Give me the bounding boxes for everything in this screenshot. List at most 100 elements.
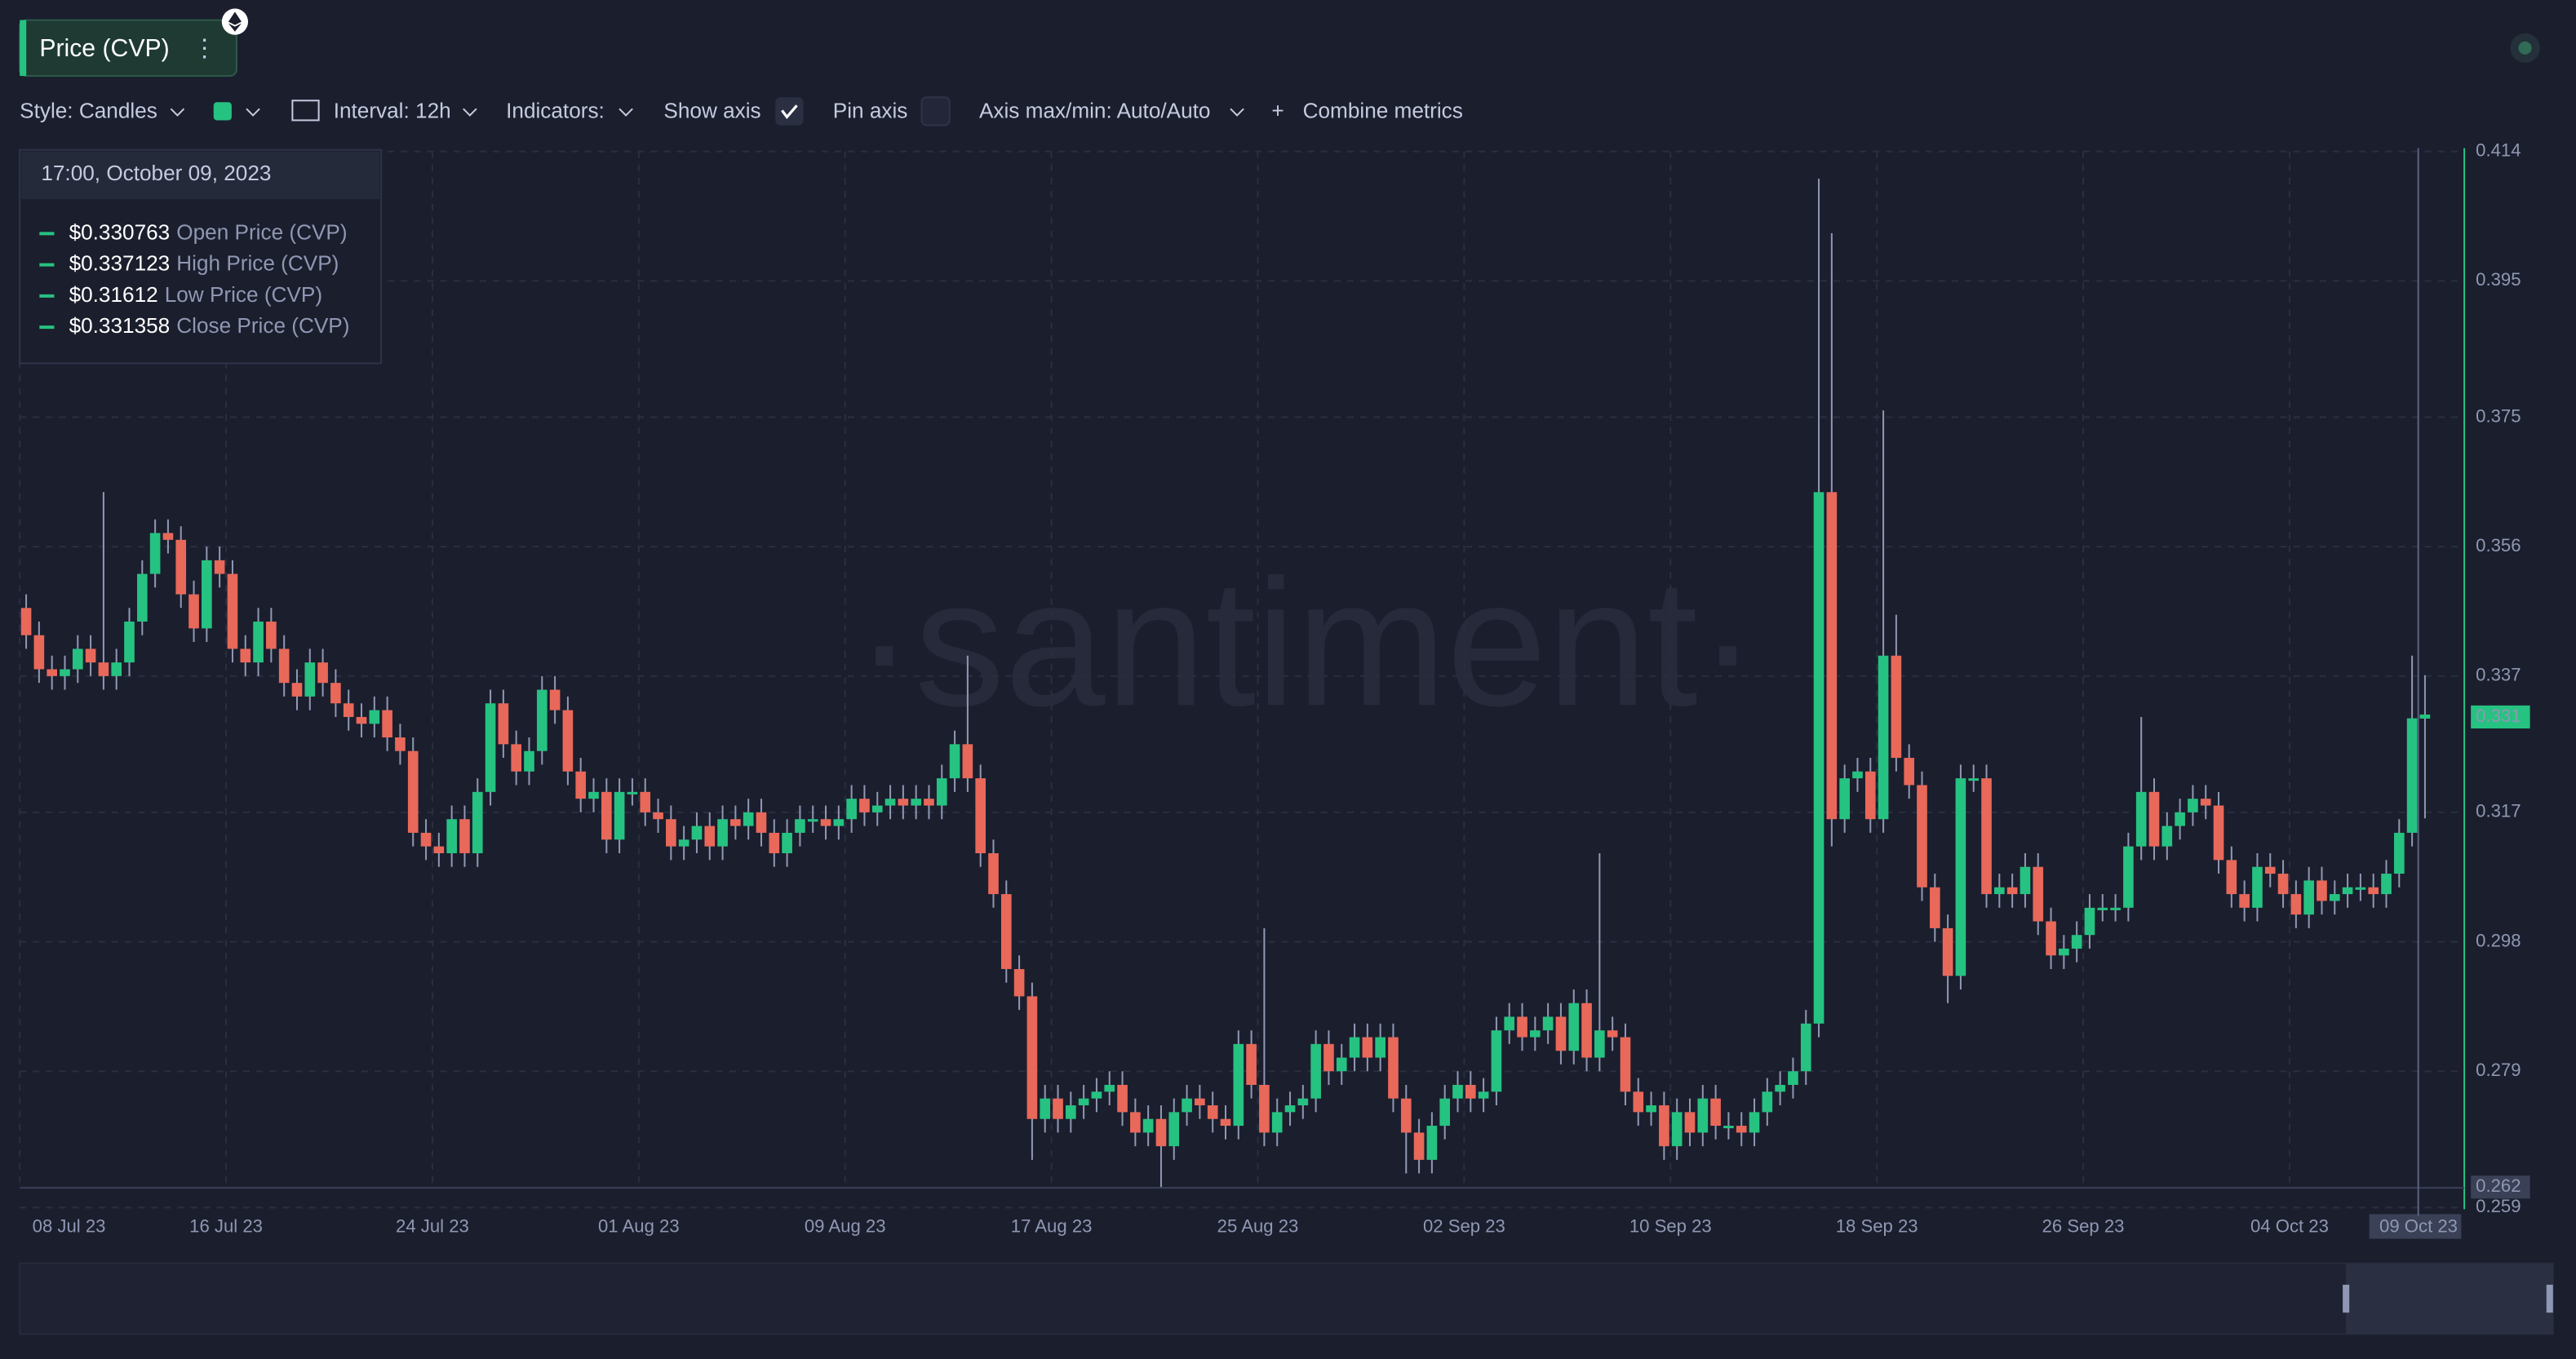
candle-body — [1736, 1126, 1747, 1133]
candle-body — [2020, 866, 2031, 895]
navigator-window[interactable] — [2346, 1263, 2553, 1335]
x-tick-label: 17 Aug 23 — [1011, 1215, 1093, 1236]
candle-body — [343, 703, 354, 717]
candle-body — [1813, 492, 1824, 1024]
candle-body — [1091, 1091, 1102, 1099]
y-tick-label: 0.298 — [2476, 930, 2521, 950]
candle-body — [1155, 1118, 1167, 1147]
caret — [1230, 108, 1244, 117]
candle-body — [253, 622, 264, 663]
candle-body — [949, 744, 960, 779]
candle-body — [2406, 718, 2418, 833]
metric-chip[interactable]: Price (CVP) ⋮ — [19, 19, 237, 77]
candle-body — [2239, 894, 2250, 908]
show-axis-checkbox[interactable] — [775, 97, 804, 126]
candle-body — [1800, 1023, 1811, 1072]
candle-body — [820, 819, 831, 826]
candle-body — [278, 649, 290, 684]
chip-accent — [20, 20, 27, 77]
candle-body — [1465, 1084, 1476, 1099]
candle-body — [1142, 1118, 1154, 1133]
candle-body — [2317, 880, 2327, 901]
candle-body — [833, 819, 845, 826]
tooltip-row: $0.337123 High Price (CVP) — [69, 251, 339, 276]
status-dot — [2518, 41, 2532, 55]
candle-body — [717, 819, 728, 847]
navigator-handle[interactable] — [2546, 1284, 2553, 1313]
candle-body — [1994, 887, 2005, 895]
y-tick-label: 0.337 — [2476, 665, 2521, 685]
candle-body — [1259, 1084, 1270, 1133]
candle-body — [1826, 492, 1838, 820]
candle-body — [1620, 1037, 1631, 1092]
candle-body — [1362, 1037, 1373, 1058]
candle-body — [1130, 1112, 1141, 1133]
candle-body — [2355, 887, 2366, 890]
candle-body — [653, 812, 663, 820]
candle-body — [1775, 1084, 1785, 1092]
candle-body — [524, 750, 534, 772]
candle-body — [614, 791, 625, 840]
candle-body — [962, 744, 973, 779]
candle-body — [175, 539, 187, 595]
combine-metrics[interactable]: Combine metrics — [1303, 98, 1463, 122]
candle-body — [2135, 791, 2147, 847]
x-tick-label: 09 Aug 23 — [805, 1215, 886, 1236]
candle-body — [2084, 907, 2095, 936]
candle-body — [1040, 1098, 1051, 1119]
candle-body — [2161, 826, 2173, 847]
pin-axis-checkbox[interactable] — [920, 96, 951, 126]
candle-body — [1066, 1105, 1076, 1119]
color-swatch[interactable] — [213, 102, 232, 121]
candle-body — [1697, 1098, 1709, 1133]
candle-body — [2200, 799, 2211, 806]
candle-body — [2033, 866, 2044, 922]
candle-body — [1542, 1016, 1554, 1031]
candle-body — [98, 662, 109, 676]
tooltip-label: Close Price (CVP) — [176, 313, 349, 338]
candle-body — [1375, 1037, 1386, 1058]
navigator-handle[interactable] — [2343, 1284, 2350, 1313]
candle-body — [136, 573, 148, 622]
x-tick-label: 26 Sep 23 — [2042, 1215, 2125, 1236]
candle-body — [1671, 1112, 1683, 1147]
candle-body — [1336, 1057, 1347, 1072]
candle-body — [420, 832, 432, 847]
candle-body — [575, 771, 587, 799]
candle-body — [1684, 1112, 1696, 1133]
menu-dots[interactable]: ⋮ — [193, 35, 217, 62]
candle-body — [1271, 1112, 1283, 1133]
candle-body — [356, 716, 367, 724]
y-tick-label: 0.414 — [2476, 140, 2521, 161]
candle-body — [1478, 1091, 1489, 1099]
candle-body — [911, 799, 921, 806]
candle-body — [72, 649, 83, 670]
candle-body — [2175, 812, 2185, 826]
tooltip-value: $0.31612 — [69, 282, 158, 307]
navigator[interactable] — [19, 1262, 2554, 1335]
indicators-select[interactable]: Indicators: — [506, 98, 605, 122]
interval-icon — [291, 100, 320, 122]
candle-body — [1607, 1030, 1618, 1038]
candle-body — [549, 689, 561, 710]
style-select[interactable]: Style: Candles — [20, 98, 157, 122]
candle-body — [588, 791, 599, 799]
tooltip-row: $0.330763 Open Price (CVP) — [69, 219, 348, 244]
candle-body — [2059, 948, 2069, 956]
caret — [170, 108, 185, 117]
interval-select[interactable]: Interval: 12h — [334, 98, 451, 122]
x-tick-label: 01 Aug 23 — [598, 1215, 680, 1236]
axis-minmax-select[interactable]: Axis max/min: Auto/Auto — [979, 98, 1210, 122]
candle-body — [1452, 1084, 1463, 1099]
pin-axis-label: Pin axis — [833, 98, 908, 122]
candle-body — [2046, 921, 2056, 956]
candle-body — [240, 649, 251, 663]
y-tick-label: 0.259 — [2476, 1196, 2521, 1216]
candle-body — [2110, 907, 2121, 910]
candle-body — [2303, 880, 2314, 915]
x-tick-label: 24 Jul 23 — [396, 1215, 469, 1236]
candle-body — [1659, 1105, 1669, 1147]
candle-body — [2393, 832, 2405, 874]
x-tick-label: 18 Sep 23 — [1836, 1215, 1918, 1236]
